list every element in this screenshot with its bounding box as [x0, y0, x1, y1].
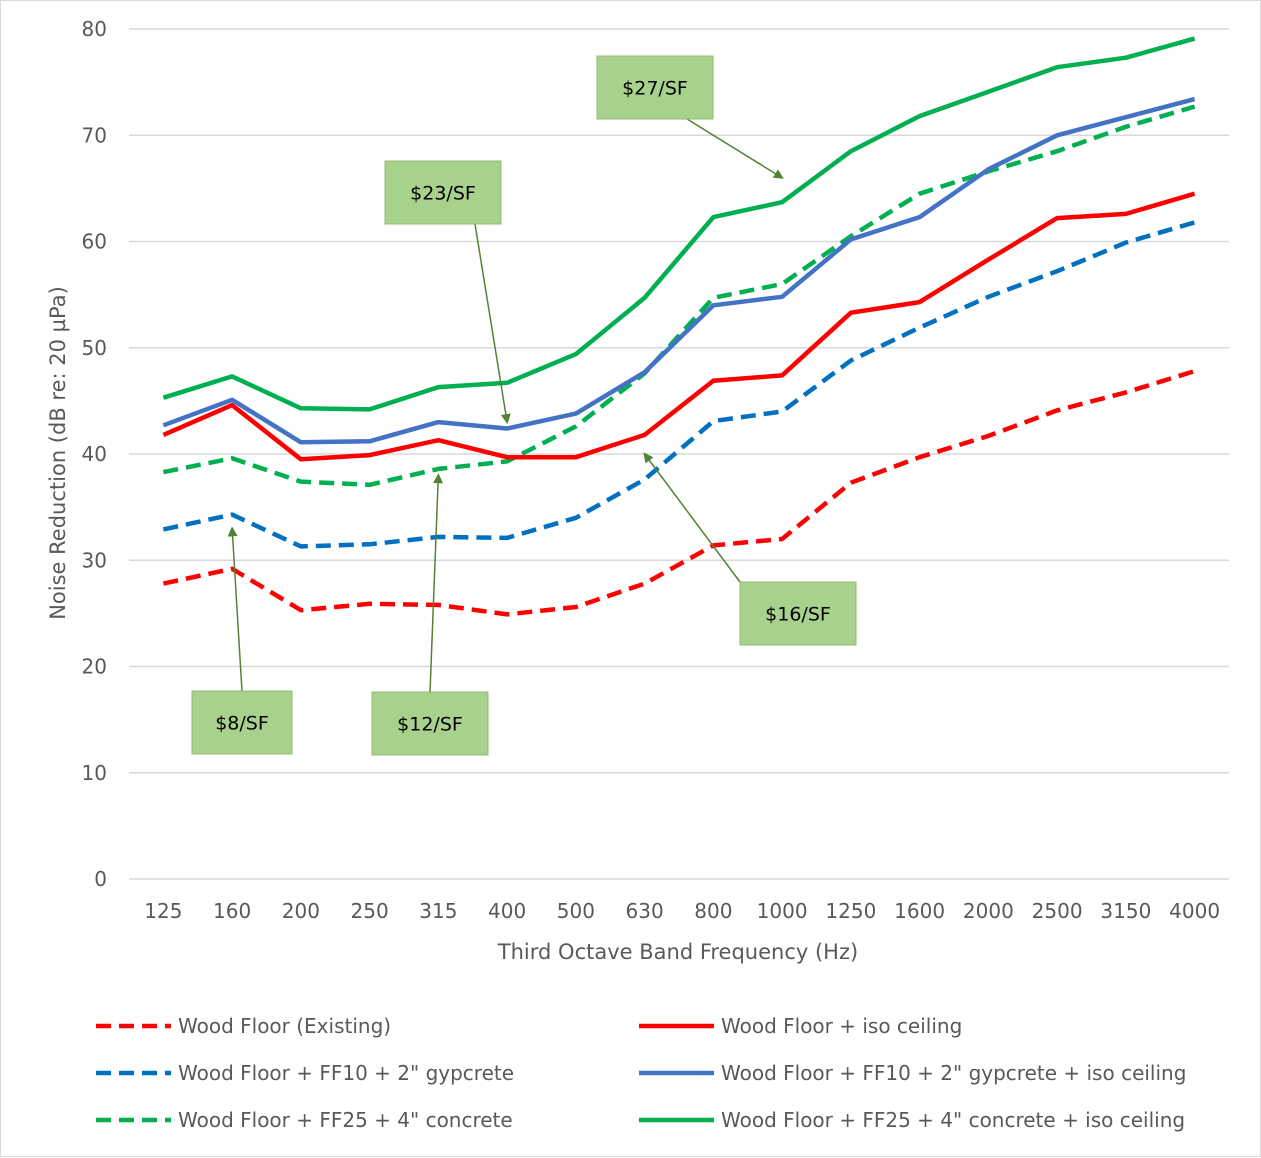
x-tick-label: 2000 [963, 899, 1014, 923]
legend: Wood Floor (Existing) Wood Floor + iso ce… [96, 1014, 1186, 1132]
x-tick-label: 3150 [1100, 899, 1151, 923]
x-tick-label: 1000 [757, 899, 808, 923]
annotation-arrow [474, 223, 511, 425]
annotation-label: $16/SF [765, 604, 831, 626]
annotation-arrow [227, 526, 243, 692]
x-tick-label: 1600 [894, 899, 945, 923]
annotation-box [596, 55, 714, 120]
x-axis-tick-labels: 125 160 200 250 315 400 500 630 800 1000 1250 1600 2… [144, 899, 1220, 923]
x-tick-label: 125 [144, 899, 182, 923]
y-axis-title: Noise Reduction (dB re: 20 µPa) [46, 286, 70, 620]
x-tick-label: 500 [557, 899, 595, 923]
legend-label: Wood Floor + FF25 + 4" concrete [178, 1108, 513, 1132]
y-tick-label: 30 [82, 548, 107, 572]
y-tick-label: 70 [82, 123, 107, 147]
gridlines [129, 28, 1229, 880]
y-tick-label: 10 [82, 761, 107, 785]
legend-label: Wood Floor (Existing) [178, 1014, 391, 1038]
x-tick-label: 315 [419, 899, 457, 923]
series-line-wood-floor-existing [162, 368, 1196, 617]
annotation-box [384, 160, 502, 225]
series-lines [162, 36, 1196, 617]
annotation-arrow [643, 452, 741, 583]
annotation-box [739, 581, 857, 646]
x-tick-label: 630 [626, 899, 664, 923]
y-tick-label: 50 [82, 336, 107, 360]
annotation-label: $8/SF [215, 713, 269, 735]
annotation-arrow [686, 118, 784, 179]
annotation-box [191, 690, 293, 755]
y-tick-label: 20 [82, 655, 107, 679]
legend-label: Wood Floor + FF10 + 2" gypcrete [178, 1061, 514, 1085]
series-line-wood-floor-ff10-2-gypcrete-iso-ceiling [162, 96, 1196, 445]
y-axis-tick-labels: 0 10 20 30 40 50 60 70 80 [82, 17, 107, 891]
series-line-wood-floor-ff25-4-concrete [162, 104, 1196, 488]
annotation-label: $23/SF [410, 183, 476, 205]
y-tick-label: 40 [82, 442, 107, 466]
x-tick-label: 400 [488, 899, 526, 923]
legend-label: Wood Floor + FF25 + 4" concrete + iso ce… [721, 1108, 1185, 1132]
x-tick-label: 1250 [825, 899, 876, 923]
series-line-wood-floor-ff25-4-concrete-iso-ceiling [162, 36, 1196, 412]
series-line-wood-floor-iso-ceiling [162, 191, 1196, 462]
y-tick-label: 80 [82, 17, 107, 41]
x-tick-label: 160 [213, 899, 251, 923]
x-tick-label: 2500 [1032, 899, 1083, 923]
legend-label: Wood Floor + iso ceiling [721, 1014, 962, 1038]
y-tick-label: 0 [94, 867, 107, 891]
cost-annotations: $8/SF $12/SF $16/SF $23/SF $27/SF [191, 55, 857, 756]
annotation-arrow [429, 473, 444, 693]
legend-label: Wood Floor + FF10 + 2" gypcrete + iso ce… [721, 1061, 1186, 1085]
annotation-label: $12/SF [397, 714, 463, 736]
x-tick-label: 4000 [1169, 899, 1220, 923]
x-axis-title: Third Octave Band Frequency (Hz) [497, 940, 858, 964]
y-tick-label: 60 [82, 230, 107, 254]
x-tick-label: 200 [282, 899, 320, 923]
x-tick-label: 800 [694, 899, 732, 923]
annotation-box [371, 691, 489, 756]
series-line-wood-floor-ff10-2-gypcrete [162, 220, 1196, 549]
annotation-label: $27/SF [622, 78, 688, 100]
x-tick-label: 250 [351, 899, 389, 923]
